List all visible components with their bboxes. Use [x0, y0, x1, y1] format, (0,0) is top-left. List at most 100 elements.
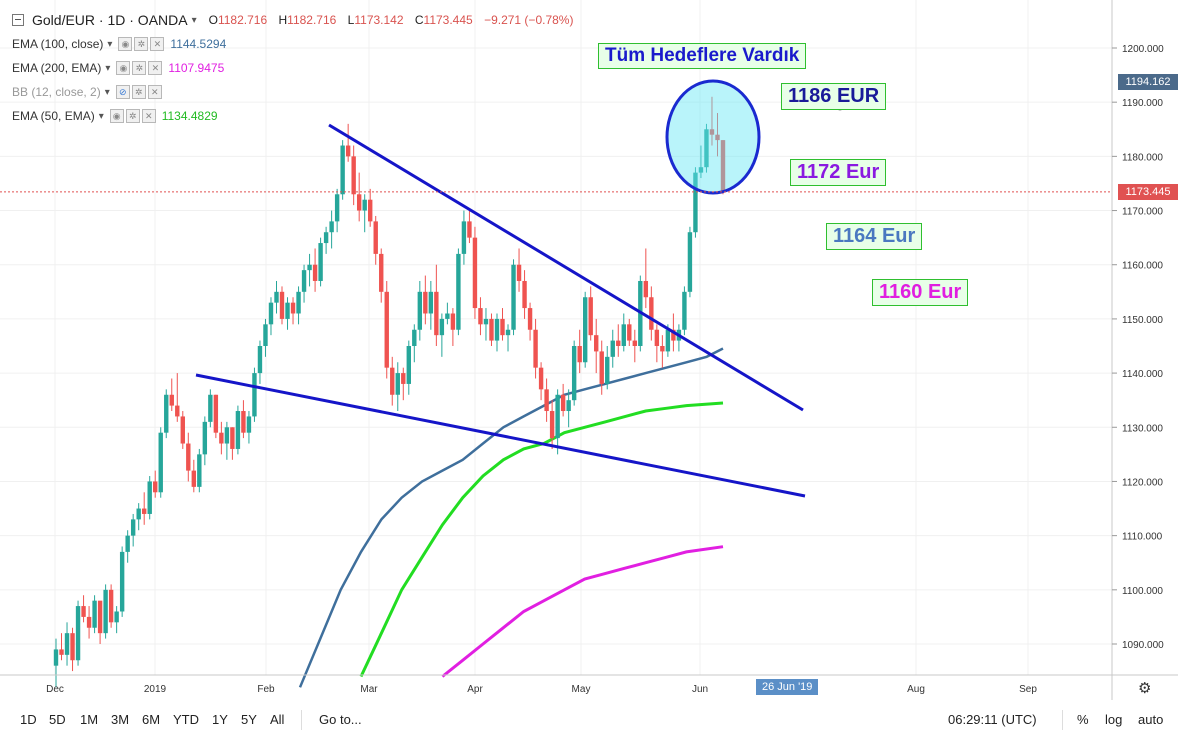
chevron-down-icon[interactable]: ▾	[104, 86, 110, 98]
candle	[417, 291, 423, 330]
range-5d[interactable]: 5D	[49, 712, 66, 727]
candle	[605, 356, 610, 384]
candle	[511, 264, 516, 330]
indicator-buttons[interactable]: ◉ ✲ ✕	[118, 37, 165, 51]
candle	[671, 329, 676, 341]
chevron-down-icon[interactable]: ▾	[107, 38, 113, 50]
indicator-bb[interactable]: BB (12, close, 2) ▾ ⊘ ✲ ✕	[12, 80, 581, 104]
range-3m[interactable]: 3M	[111, 712, 130, 727]
x-tick-label: Apr	[467, 684, 483, 695]
y-tick-label: 1090.000	[1122, 640, 1164, 651]
auto-toggle[interactable]: auto	[1138, 712, 1164, 727]
candle	[582, 297, 588, 363]
candle	[698, 167, 704, 173]
y-tick-label: 1160.000	[1122, 261, 1163, 272]
y-tick-label: 1110.000	[1122, 532, 1163, 543]
candle	[461, 221, 467, 254]
close-icon[interactable]: ✕	[148, 61, 163, 75]
candle	[665, 329, 671, 352]
collapse-icon[interactable]	[12, 14, 24, 26]
x-tick-label: Aug	[907, 684, 925, 695]
candle	[130, 519, 136, 536]
target-circle	[665, 79, 761, 195]
candle	[373, 221, 378, 254]
candle	[141, 508, 147, 514]
candle	[356, 194, 362, 211]
indicator-ema100[interactable]: EMA (100, close) ▾ ◉ ✲ ✕ 1144.5294	[12, 37, 227, 51]
candle	[219, 432, 224, 444]
y-tick-label: 1140.000	[1122, 369, 1163, 380]
annotation-1164[interactable]: 1164 Eur	[826, 223, 923, 250]
candle	[92, 600, 97, 628]
indicator-ema50[interactable]: EMA (50, EMA) ▾ ◉ ✲ ✕ 1134.4829	[12, 109, 218, 123]
percent-toggle[interactable]: %	[1077, 712, 1089, 727]
candle	[566, 400, 571, 412]
close-icon[interactable]: ✕	[147, 85, 162, 99]
candle	[627, 324, 632, 341]
gear-icon[interactable]: ✲	[134, 37, 149, 51]
candle	[268, 302, 274, 325]
eye-icon[interactable]: ◉	[109, 109, 124, 123]
range-ytd[interactable]: YTD	[173, 712, 199, 727]
settings-icon[interactable]: ⚙	[1138, 680, 1152, 697]
indicator-buttons[interactable]: ◉ ✲ ✕	[109, 109, 156, 123]
goto-button[interactable]: Go to...	[319, 712, 362, 727]
gear-icon[interactable]: ✲	[125, 109, 140, 123]
indicator-ema200[interactable]: EMA (200, EMA) ▾ ◉ ✲ ✕ 1107.9475	[12, 61, 225, 75]
range-1y[interactable]: 1Y	[212, 712, 228, 727]
change-readout: −9.271 (−0.78%)	[484, 13, 574, 27]
candle	[406, 346, 411, 384]
range-1d[interactable]: 1D	[20, 712, 37, 727]
range-all[interactable]: All	[270, 712, 285, 727]
eye-icon[interactable]: ◉	[118, 37, 133, 51]
log-toggle[interactable]: log	[1105, 712, 1123, 727]
candle	[544, 389, 549, 412]
symbol-title[interactable]: Gold/EUR · 1D · OANDA	[32, 12, 188, 28]
candle	[136, 508, 141, 520]
annotation-1186[interactable]: 1186 EUR	[781, 83, 887, 110]
range-5y[interactable]: 5Y	[241, 712, 257, 727]
time-axis[interactable]: Dec 2019 Feb Mar Apr May Jun Aug Sep	[46, 684, 1037, 695]
candle	[208, 394, 213, 422]
y-tick-label: 1130.000	[1122, 423, 1163, 434]
annotation-title[interactable]: Tüm Hedeflere Vardık	[598, 43, 807, 69]
candle	[252, 373, 257, 417]
annotation-1172[interactable]: 1172 Eur	[790, 159, 887, 186]
range-1m[interactable]: 1M	[80, 712, 99, 727]
candle	[693, 172, 698, 233]
candle	[213, 394, 219, 433]
price-axis[interactable]: 1090.000 1100.000 1110.000 1120.000 1130.000…	[1112, 44, 1164, 651]
candle	[59, 649, 64, 655]
gear-icon[interactable]: ✲	[131, 85, 146, 99]
candle	[351, 156, 356, 195]
candle	[384, 291, 389, 368]
range-6m[interactable]: 6M	[142, 712, 161, 727]
indicator-buttons[interactable]: ⊘ ✲ ✕	[115, 85, 162, 99]
candle	[64, 633, 70, 655]
candle	[621, 324, 626, 346]
annotation-1160[interactable]: 1160 Eur	[872, 279, 969, 306]
indicator-buttons[interactable]: ◉ ✲ ✕	[116, 61, 163, 75]
candle	[301, 270, 307, 292]
candle	[257, 346, 263, 374]
candle	[423, 291, 428, 314]
chevron-down-icon[interactable]: ▾	[105, 62, 111, 74]
chevron-down-icon[interactable]: ▾	[98, 110, 104, 122]
eye-off-icon[interactable]: ⊘	[115, 85, 130, 99]
candle	[588, 297, 593, 336]
gear-icon[interactable]: ✲	[132, 61, 147, 75]
candle	[687, 232, 693, 292]
ema100-line	[298, 347, 724, 688]
y-tick-label: 1150.000	[1122, 315, 1163, 326]
candle	[390, 367, 395, 395]
candle	[153, 481, 158, 493]
divider	[301, 710, 302, 730]
eye-icon[interactable]: ◉	[116, 61, 131, 75]
y-tick-label: 1180.000	[1122, 152, 1163, 163]
close-icon[interactable]: ✕	[150, 37, 165, 51]
candle	[527, 308, 533, 330]
chevron-down-icon[interactable]: ▾	[191, 14, 197, 26]
candle	[75, 606, 81, 661]
close-icon[interactable]: ✕	[141, 109, 156, 123]
